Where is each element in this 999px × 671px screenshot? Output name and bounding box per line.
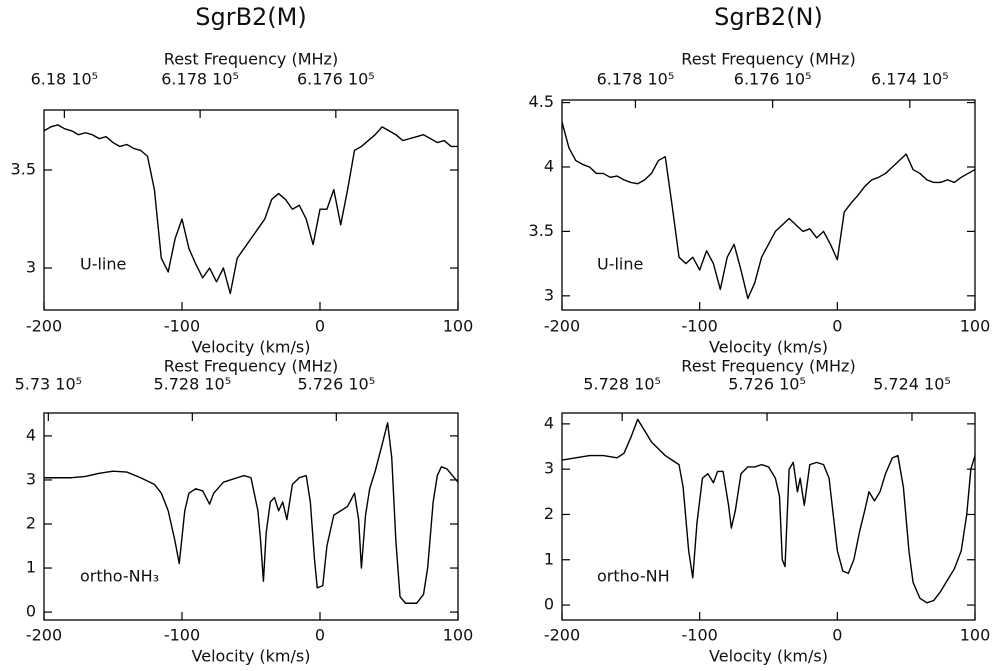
line-annotation: ortho-NH (597, 567, 670, 586)
y-tick-label: 4 (26, 425, 36, 444)
x-axis-label: Velocity (km/s) (192, 338, 311, 357)
x2-tick-label: 5.728 10⁵ (153, 375, 231, 394)
x-tick-label: -200 (544, 626, 580, 645)
x2-tick-label: 6.178 10⁵ (161, 70, 239, 89)
x-tick-label: 0 (832, 317, 842, 336)
x-tick-label: 100 (443, 626, 474, 645)
y-tick-label: 3 (26, 258, 36, 277)
x-tick-label: 0 (832, 626, 842, 645)
spectrum-line (561, 418, 976, 604)
x2-axis-label: Rest Frequency (MHz) (164, 50, 338, 69)
line-annotation: ortho-NH₃ (80, 567, 159, 586)
x-tick-label: -100 (164, 317, 200, 336)
x-tick-label: 100 (443, 317, 474, 336)
y-tick-label: 1 (544, 549, 554, 568)
x-tick-label: -200 (544, 317, 580, 336)
x-tick-label: -100 (682, 317, 718, 336)
panel-title: SgrB2(N) (714, 3, 823, 31)
panel-title: SgrB2(M) (195, 3, 307, 31)
y-tick-label: 4.5 (529, 92, 554, 111)
x2-tick-label: 6.174 10⁵ (871, 70, 949, 89)
spectrum-line (43, 124, 458, 295)
spectrum-line (44, 421, 459, 604)
x2-tick-label: 6.176 10⁵ (297, 70, 375, 89)
x-axis-label: Velocity (km/s) (709, 647, 828, 666)
x2-axis-label: Rest Frequency (MHz) (681, 50, 855, 69)
x2-tick-label: 5.726 10⁵ (728, 375, 806, 394)
x2-tick-label: 5.728 10⁵ (583, 375, 661, 394)
y-tick-label: 4 (544, 413, 554, 432)
y-tick-label: 3.5 (529, 221, 554, 240)
x2-tick-label: 5.724 10⁵ (873, 375, 951, 394)
y-tick-label: 3 (544, 285, 554, 304)
x2-axis-label: Rest Frequency (MHz) (164, 357, 338, 376)
x-axis-label: Velocity (km/s) (709, 338, 828, 357)
y-tick-label: 3.5 (11, 160, 36, 179)
y-tick-label: 2 (544, 504, 554, 523)
y-tick-label: 0 (26, 602, 36, 621)
x-tick-label: 0 (315, 626, 325, 645)
y-tick-label: 2 (26, 513, 36, 532)
x2-tick-label: 5.726 10⁵ (297, 375, 375, 394)
x-tick-label: -100 (164, 626, 200, 645)
plot-frame (43, 412, 459, 621)
line-annotation: U-line (80, 255, 126, 274)
x-tick-label: 0 (315, 317, 325, 336)
x-tick-label: -200 (26, 317, 62, 336)
x-tick-label: 100 (960, 626, 991, 645)
plot-frame (43, 109, 459, 311)
y-tick-label: 3 (544, 459, 554, 478)
x-tick-label: -100 (682, 626, 718, 645)
x2-axis-label: Rest Frequency (MHz) (681, 357, 855, 376)
line-annotation: U-line (597, 255, 643, 274)
x-axis-label: Velocity (km/s) (192, 647, 311, 666)
x-tick-label: -200 (26, 626, 62, 645)
plot-frame (561, 412, 976, 621)
x-tick-label: 100 (960, 317, 991, 336)
plot-frame (561, 99, 976, 311)
x2-tick-label: 5.73 10⁵ (15, 375, 82, 394)
y-tick-label: 0 (544, 595, 554, 614)
x2-tick-label: 6.18 10⁵ (31, 70, 98, 89)
spectrum-line (561, 121, 976, 300)
y-tick-label: 3 (26, 469, 36, 488)
x2-tick-label: 6.178 10⁵ (597, 70, 675, 89)
x2-tick-label: 6.176 10⁵ (734, 70, 812, 89)
y-tick-label: 1 (26, 558, 36, 577)
y-tick-label: 4 (544, 156, 554, 175)
